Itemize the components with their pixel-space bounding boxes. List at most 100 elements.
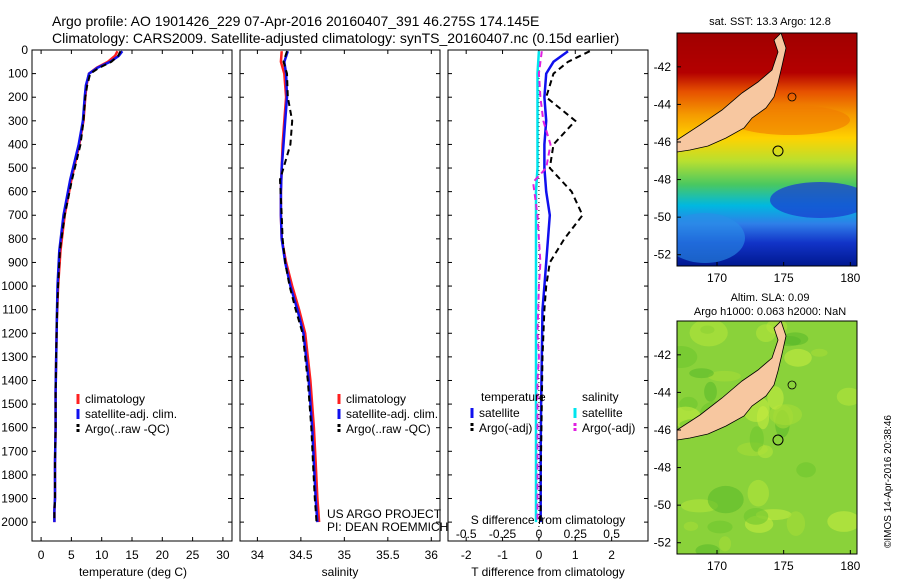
sla-texture-blob bbox=[718, 536, 732, 552]
sla-texture-blob bbox=[695, 544, 720, 554]
map-ytick-label: -48 bbox=[654, 461, 672, 475]
sla-texture-blob bbox=[707, 485, 744, 514]
sla-texture-blob bbox=[683, 521, 699, 531]
map-ytick-label: -44 bbox=[654, 97, 672, 111]
sla-texture-blob bbox=[708, 370, 741, 382]
figure-title-line2: Climatology: CARS2009. Satellite-adjuste… bbox=[52, 30, 620, 46]
temp-xtick-label: 10 bbox=[95, 548, 109, 562]
temp-xtick-label: 25 bbox=[186, 548, 200, 562]
map-ytick-label: -48 bbox=[654, 173, 672, 187]
sla-texture-blob bbox=[836, 387, 857, 406]
salinity-axes-frame bbox=[239, 49, 441, 542]
sla-map-frame bbox=[676, 320, 858, 555]
sst-cold-patch bbox=[770, 182, 857, 218]
sla-texture-blob bbox=[689, 321, 728, 347]
map-ytick-label: -50 bbox=[654, 210, 672, 224]
sal-series-satellite-adj-clim- bbox=[279, 50, 319, 523]
project-label: US ARGO PROJECT bbox=[327, 507, 442, 521]
temp-xtick-label: 15 bbox=[125, 548, 139, 562]
temp-series-satellite-adj-clim- bbox=[53, 50, 124, 523]
depth-tick-label: 300 bbox=[8, 114, 28, 128]
s-diff-tick-label: 0.25 bbox=[564, 527, 588, 541]
sst-patch-west bbox=[677, 213, 745, 263]
sla-texture-blob bbox=[756, 406, 770, 430]
depth-tick-label: 400 bbox=[8, 137, 28, 151]
depth-tick-label: 1100 bbox=[2, 303, 28, 317]
diff-xtick-label: 2 bbox=[608, 548, 615, 562]
depth-tick-label: 0 bbox=[21, 43, 28, 57]
temperature-panel: 0100200300400500600700800900100011001200… bbox=[1, 43, 233, 579]
diff-series-s-argo-adj- bbox=[532, 51, 552, 523]
sla-texture-blob bbox=[782, 332, 809, 346]
legend-label: Argo(..raw -QC) bbox=[85, 422, 170, 436]
sla-texture-blob bbox=[784, 348, 812, 367]
map-xtick-label: 175 bbox=[774, 559, 794, 573]
legend-label: satellite-adj. clim. bbox=[85, 407, 177, 421]
depth-tick-label: 1400 bbox=[1, 373, 28, 387]
sla-float-position-marker bbox=[772, 434, 784, 446]
depth-tick-label: 1900 bbox=[1, 492, 28, 506]
map-xtick-label: 170 bbox=[707, 559, 727, 573]
legend-label: climatology bbox=[346, 392, 406, 406]
diff-legend-label: satellite bbox=[582, 406, 623, 420]
temp-xtick-label: 20 bbox=[156, 548, 170, 562]
sla-texture-blob bbox=[796, 462, 816, 478]
depth-tick-label: 100 bbox=[8, 67, 28, 81]
sal-xtick-label: 34.5 bbox=[289, 548, 313, 562]
sla-texture-blob bbox=[773, 404, 794, 429]
temperature-xlabel: temperature (deg C) bbox=[79, 565, 187, 579]
map-xtick-label: 175 bbox=[774, 271, 794, 285]
credit-text: ©IMOS 14-Apr-2016 20:38:46 bbox=[883, 415, 894, 548]
legend-label: satellite-adj. clim. bbox=[346, 407, 438, 421]
diff-legend-group-title: salinity bbox=[582, 390, 619, 404]
diff-legend-label: satellite bbox=[479, 406, 520, 420]
map-xtick-label: 170 bbox=[707, 271, 727, 285]
sal-xtick-label: 34 bbox=[251, 548, 265, 562]
diff-legend-label: Argo(-adj) bbox=[582, 421, 635, 435]
sla-texture-blob bbox=[811, 348, 828, 357]
sla-texture-blob bbox=[827, 511, 857, 532]
sst-float-position-marker bbox=[772, 145, 784, 157]
sal-xtick-label: 36 bbox=[425, 548, 439, 562]
sst-land-south-island bbox=[677, 33, 787, 153]
depth-tick-label: 1500 bbox=[1, 397, 28, 411]
difference-axes-frame bbox=[447, 49, 649, 542]
depth-tick-label: 700 bbox=[8, 208, 28, 222]
map-ytick-label: -52 bbox=[654, 536, 672, 550]
depth-tick-label: 200 bbox=[8, 90, 28, 104]
diff-xtick-label: 1 bbox=[572, 548, 579, 562]
depth-tick-label: 1600 bbox=[1, 421, 28, 435]
sla-texture-blob bbox=[747, 479, 769, 507]
sla-land-south-island bbox=[677, 321, 787, 441]
legend-label: climatology bbox=[85, 392, 145, 406]
sla-texture-blob bbox=[749, 426, 764, 452]
sla-map-title-line1: Altim. SLA: 0.09 bbox=[731, 292, 810, 304]
map-xtick-label: 180 bbox=[840, 271, 860, 285]
sla-texture-blob bbox=[767, 386, 784, 410]
sal-xtick-label: 35 bbox=[338, 548, 352, 562]
depth-tick-label: 1700 bbox=[1, 444, 28, 458]
pi-label: PI: DEAN ROEMMICH bbox=[327, 520, 448, 534]
depth-tick-label: 1300 bbox=[1, 350, 28, 364]
sla-map-title-line2: Argo h1000: 0.063 h2000: NaN bbox=[694, 306, 846, 318]
diff-xtick-label: 0 bbox=[536, 548, 543, 562]
map-ytick-label: -44 bbox=[654, 385, 672, 399]
sla-map-panel: Altim. SLA: 0.09 Argo h1000: 0.063 h2000… bbox=[654, 292, 861, 573]
sla-texture-blob bbox=[743, 508, 769, 525]
salinity-xlabel: salinity bbox=[322, 565, 359, 579]
temp-series-climatology bbox=[53, 50, 119, 523]
sla-texture-blob bbox=[689, 368, 714, 379]
depth-tick-label: 500 bbox=[8, 161, 28, 175]
depth-tick-label: 1200 bbox=[1, 326, 28, 340]
temp-xtick-label: 30 bbox=[216, 548, 230, 562]
sst-map-title: sat. SST: 13.3 Argo: 12.8 bbox=[709, 16, 831, 28]
map-ytick-label: -46 bbox=[654, 423, 672, 437]
s-diff-tick-label: 0.5 bbox=[603, 527, 620, 541]
map-ytick-label: -42 bbox=[654, 348, 672, 362]
depth-tick-label: 900 bbox=[8, 255, 28, 269]
diff-xtick-label: -1 bbox=[497, 548, 508, 562]
